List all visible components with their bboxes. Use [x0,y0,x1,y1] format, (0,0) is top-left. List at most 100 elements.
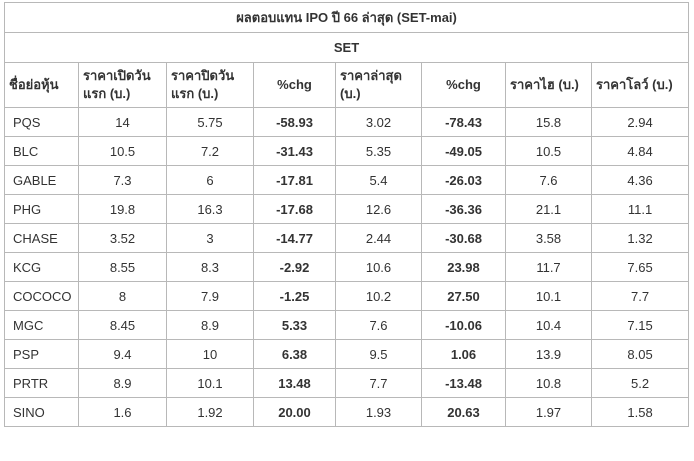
cell-high: 3.58 [505,223,592,253]
cell-first-day-chg: -14.77 [253,223,336,253]
table-row: SINO 1.6 1.92 20.00 1.93 20.63 1.97 1.58 [4,397,690,427]
table-title: ผลตอบแทน IPO ปี 66 ล่าสุด (SET-mai) [3,2,690,33]
cell-first-day-close: 5.75 [166,107,254,137]
cell-latest-chg: -26.03 [421,165,506,195]
cell-high: 21.1 [505,194,592,224]
cell-first-day-chg: 6.38 [253,339,336,369]
cell-high: 10.5 [505,136,592,166]
cell-high: 10.1 [505,281,592,311]
cell-symbol: GABLE [4,165,79,195]
cell-first-day-open: 8 [78,281,167,311]
cell-low: 1.32 [590,223,690,253]
cell-latest-price: 3.02 [335,107,422,137]
cell-low: 1.58 [590,397,690,427]
cell-symbol: PRTR [4,368,79,398]
cell-first-day-chg: 13.48 [253,368,336,398]
cell-first-day-open: 8.9 [78,368,167,398]
cell-symbol: PHG [4,194,79,224]
cell-symbol: PSP [4,339,79,369]
cell-low: 7.15 [590,310,690,340]
cell-first-day-open: 1.6 [78,397,167,427]
table-row: PHG 19.8 16.3 -17.68 12.6 -36.36 21.1 11.1 [4,194,690,224]
cell-first-day-open: 3.52 [78,223,167,253]
cell-low: 7.65 [590,252,690,282]
cell-latest-price: 9.5 [335,339,422,369]
cell-first-day-close: 10.1 [166,368,254,398]
cell-high: 15.8 [505,107,592,137]
cell-first-day-close: 7.9 [166,281,254,311]
cell-symbol: MGC [4,310,79,340]
cell-latest-price: 5.35 [335,136,422,166]
cell-latest-chg: -49.05 [421,136,506,166]
cell-low: 4.36 [590,165,690,195]
cell-first-day-open: 9.4 [78,339,167,369]
cell-first-day-chg: -58.93 [253,107,336,137]
cell-low: 5.2 [590,368,690,398]
table-row: KCG 8.55 8.3 -2.92 10.6 23.98 11.7 7.65 [4,252,690,282]
cell-high: 10.4 [505,310,592,340]
cell-low: 2.94 [590,107,690,137]
cell-symbol: SINO [4,397,79,427]
cell-latest-chg: -30.68 [421,223,506,253]
table-row: PSP 9.4 10 6.38 9.5 1.06 13.9 8.05 [4,339,690,369]
cell-first-day-chg: -1.25 [253,281,336,311]
cell-latest-price: 5.4 [335,165,422,195]
header-first-day-open: ราคาเปิดวันแรก (บ.) [78,62,167,108]
cell-first-day-open: 7.3 [78,165,167,195]
header-row: ชื่อย่อหุ้น ราคาเปิดวันแรก (บ.) ราคาปิดว… [4,62,690,108]
cell-latest-price: 12.6 [335,194,422,224]
cell-first-day-close: 8.3 [166,252,254,282]
header-first-day-close: ราคาปิดวันแรก (บ.) [166,62,254,108]
header-low: ราคาโลว์ (บ.) [590,62,690,108]
cell-high: 10.8 [505,368,592,398]
cell-latest-chg: -10.06 [421,310,506,340]
table-row: PQS 14 5.75 -58.93 3.02 -78.43 15.8 2.94 [4,107,690,137]
cell-high: 13.9 [505,339,592,369]
header-high: ราคาไฮ (บ.) [505,62,592,108]
cell-symbol: COCOCO [4,281,79,311]
cell-latest-chg: 27.50 [421,281,506,311]
cell-latest-chg: 1.06 [421,339,506,369]
cell-first-day-close: 8.9 [166,310,254,340]
cell-latest-price: 10.6 [335,252,422,282]
header-first-day-chg: %chg [253,62,336,108]
cell-first-day-open: 10.5 [78,136,167,166]
cell-latest-price: 1.93 [335,397,422,427]
table-row: CHASE 3.52 3 -14.77 2.44 -30.68 3.58 1.32 [4,223,690,253]
cell-symbol: KCG [4,252,79,282]
cell-latest-chg: -13.48 [421,368,506,398]
cell-first-day-open: 8.55 [78,252,167,282]
cell-first-day-chg: -17.68 [253,194,336,224]
cell-latest-chg: 23.98 [421,252,506,282]
table-row: PRTR 8.9 10.1 13.48 7.7 -13.48 10.8 5.2 [4,368,690,398]
cell-high: 7.6 [505,165,592,195]
cell-first-day-chg: 5.33 [253,310,336,340]
table-row: MGC 8.45 8.9 5.33 7.6 -10.06 10.4 7.15 [4,310,690,340]
cell-symbol: CHASE [4,223,79,253]
cell-latest-price: 7.7 [335,368,422,398]
cell-first-day-close: 16.3 [166,194,254,224]
cell-latest-price: 2.44 [335,223,422,253]
ipo-returns-table: ผลตอบแทน IPO ปี 66 ล่าสุด (SET-mai) SET … [3,2,690,427]
cell-low: 8.05 [590,339,690,369]
cell-first-day-open: 8.45 [78,310,167,340]
cell-first-day-close: 3 [166,223,254,253]
cell-first-day-chg: -2.92 [253,252,336,282]
header-latest-chg: %chg [421,62,506,108]
cell-symbol: PQS [4,107,79,137]
cell-first-day-chg: -17.81 [253,165,336,195]
table-row: GABLE 7.3 6 -17.81 5.4 -26.03 7.6 4.36 [4,165,690,195]
header-latest-price: ราคาล่าสุด (บ.) [335,62,422,108]
cell-first-day-close: 10 [166,339,254,369]
cell-high: 1.97 [505,397,592,427]
header-symbol: ชื่อย่อหุ้น [4,62,79,108]
cell-first-day-open: 14 [78,107,167,137]
cell-low: 11.1 [590,194,690,224]
cell-first-day-chg: -31.43 [253,136,336,166]
table-body: PQS 14 5.75 -58.93 3.02 -78.43 15.8 2.94 BLC 10.5… [4,107,690,427]
cell-latest-price: 10.2 [335,281,422,311]
cell-first-day-open: 19.8 [78,194,167,224]
cell-first-day-close: 7.2 [166,136,254,166]
section-label: SET [3,32,690,63]
cell-first-day-close: 6 [166,165,254,195]
